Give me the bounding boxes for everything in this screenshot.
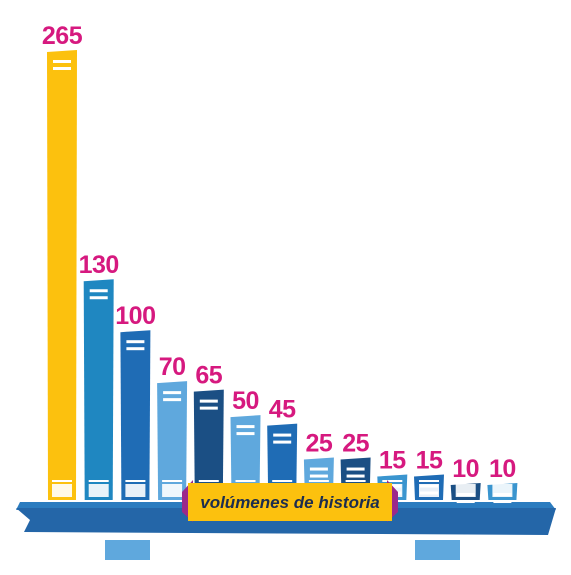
book-bar [83, 279, 114, 500]
book-spine-stripe-top [53, 67, 71, 70]
bar-value-label: 45 [269, 396, 296, 424]
book-bar-body [83, 279, 114, 500]
book-bar [450, 480, 481, 504]
shelf-front [16, 508, 556, 535]
book-spine-stripe-top [273, 433, 292, 437]
book-spine-label-block [125, 484, 146, 497]
bar-value-label: 70 [159, 353, 186, 381]
book-bar-body [47, 50, 77, 500]
book-bar-body [157, 381, 188, 500]
book-spine-stripe-top [199, 399, 218, 403]
book-spine-stripe-top [126, 347, 145, 351]
book-spine-stripe-bottom [272, 480, 293, 482]
book-spine-stripe-top [199, 406, 218, 410]
shelf-legs [105, 540, 460, 560]
book-spine-stripe-bottom [419, 480, 439, 482]
bar-value-label: 15 [379, 447, 406, 475]
book-bar [120, 330, 151, 500]
book-spine-label-block [492, 484, 513, 497]
caption-banner [188, 483, 392, 521]
bar-value-label: 100 [115, 302, 155, 330]
bar-value-label: 25 [305, 430, 332, 458]
book-spine-stripe-top [53, 60, 71, 63]
book-spine-stripe-top [273, 440, 292, 444]
book-bar-body [120, 330, 151, 500]
caption-text: volúmenes de historia [200, 493, 380, 512]
book-spine-stripe-top [89, 296, 108, 300]
book-spine-stripe-top [236, 432, 255, 436]
book-bar [47, 50, 77, 500]
book-spine-stripe-top [236, 425, 255, 429]
book-spine-label-block [88, 484, 109, 497]
book-spine-stripe-bottom [455, 480, 476, 482]
book-spine-stripe-top [346, 467, 365, 471]
book-spine-stripe-bottom [88, 480, 109, 482]
book-spine-stripe-bottom [492, 480, 513, 482]
book-spine-stripe-bottom [308, 480, 329, 482]
book-bar-body [193, 389, 224, 500]
book-spine-stripe-bottom [125, 480, 146, 482]
book-spine-stripe-top [309, 474, 328, 478]
book-spine-stripe-bottom [345, 480, 366, 482]
shelf-leg-left [105, 540, 150, 560]
bar-value-label: 65 [195, 362, 222, 390]
book-spine-stripe-bottom [382, 480, 403, 482]
books [47, 50, 518, 504]
bar-value-label: 130 [79, 251, 119, 279]
book-bar-body [230, 415, 261, 500]
book-spine-stripe-bottom [235, 480, 256, 482]
bar-value-label: 25 [342, 430, 369, 458]
book-spine-stripe-bottom [162, 480, 183, 482]
book-spine-stripe-top [456, 500, 475, 504]
bar-value-label: 15 [416, 447, 443, 475]
book-spine-stripe-bottom [198, 480, 219, 482]
book-spine-stripe-top [163, 391, 182, 395]
book-spine-stripe-top [493, 500, 512, 504]
bar-value-label: 10 [489, 455, 516, 483]
book-spine-stripe-top [126, 340, 145, 344]
book-spine-stripe-top [163, 398, 182, 402]
book-bar [414, 474, 444, 500]
book-bar [487, 480, 518, 504]
book-spine-stripe-top [309, 467, 328, 471]
book-spine-label-block [455, 484, 476, 497]
bar-value-label: 10 [452, 455, 479, 483]
book-spine-label-block [52, 484, 72, 497]
book-spine-stripe-top [89, 289, 108, 293]
bar-value-label: 265 [42, 22, 83, 50]
book-bar [157, 381, 188, 500]
chart-caption: volúmenes de historia [182, 480, 398, 522]
bar-value-label: 50 [232, 387, 259, 415]
book-spine-label-block [162, 484, 183, 497]
shelf-leg-right [415, 540, 460, 560]
book-spine-stripe-top [346, 474, 365, 478]
book-spine-label-block [419, 484, 439, 497]
book-spine-stripe-bottom [52, 480, 72, 482]
